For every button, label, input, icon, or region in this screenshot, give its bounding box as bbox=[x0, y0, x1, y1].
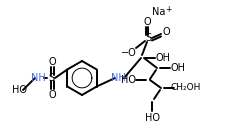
Text: NH: NH bbox=[31, 73, 45, 83]
Text: S: S bbox=[145, 33, 151, 43]
Text: OH: OH bbox=[155, 53, 170, 63]
Text: S: S bbox=[48, 73, 54, 83]
Text: OH: OH bbox=[170, 63, 185, 73]
Text: +: + bbox=[165, 4, 171, 13]
Text: −O: −O bbox=[121, 48, 137, 58]
Text: O: O bbox=[143, 17, 151, 27]
Text: NH: NH bbox=[111, 73, 125, 83]
Text: O: O bbox=[48, 57, 56, 67]
Text: HO: HO bbox=[121, 75, 136, 85]
Text: CH₂OH: CH₂OH bbox=[171, 84, 201, 92]
Text: O: O bbox=[162, 27, 170, 37]
Text: HO: HO bbox=[12, 85, 27, 95]
Text: O: O bbox=[48, 90, 56, 100]
Text: Na: Na bbox=[152, 7, 165, 17]
Text: HO: HO bbox=[145, 113, 160, 123]
